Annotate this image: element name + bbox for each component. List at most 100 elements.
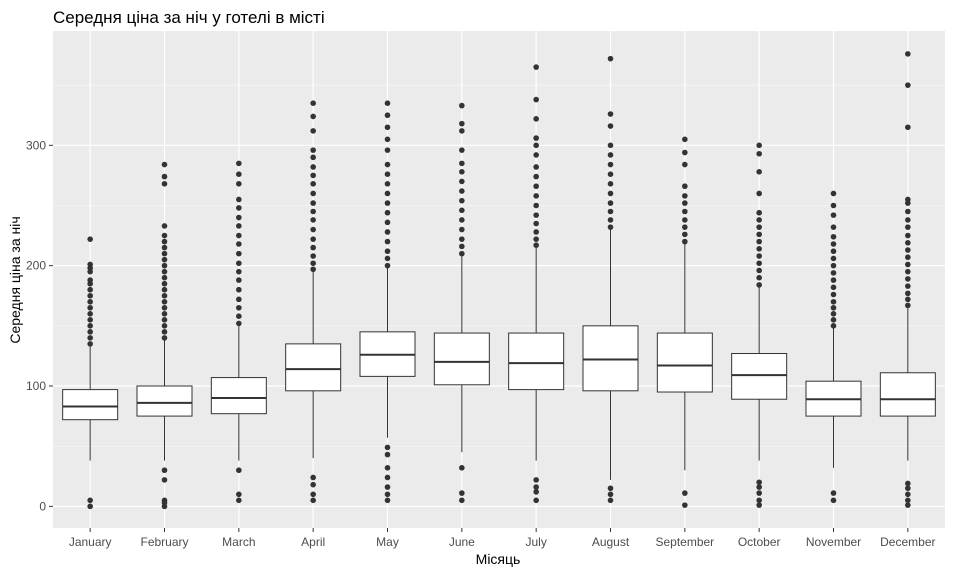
outlier-point bbox=[161, 161, 168, 168]
outlier-point bbox=[607, 224, 614, 230]
outlier-point bbox=[830, 310, 837, 317]
outlier-point bbox=[161, 181, 168, 187]
outlier-point bbox=[459, 160, 465, 167]
outlier-point bbox=[830, 262, 837, 269]
outlier-point bbox=[87, 261, 93, 268]
outlier-point bbox=[905, 302, 911, 309]
outlier-point bbox=[310, 497, 316, 504]
outlier-point bbox=[830, 497, 837, 504]
outlier-point bbox=[533, 96, 539, 103]
box-december bbox=[879, 51, 936, 508]
box-july bbox=[508, 64, 565, 504]
x-tick-label: February bbox=[140, 535, 188, 549]
outlier-point bbox=[533, 116, 539, 122]
outlier-point bbox=[533, 202, 539, 209]
outlier-point bbox=[236, 181, 242, 187]
box-iqr bbox=[731, 353, 788, 400]
outlier-point bbox=[830, 304, 837, 311]
outlier-point bbox=[161, 262, 168, 269]
outlier-point bbox=[607, 55, 614, 62]
outlier-point bbox=[533, 220, 539, 227]
outlier-point bbox=[87, 292, 93, 299]
outlier-point bbox=[161, 232, 168, 239]
outlier-point bbox=[310, 164, 316, 170]
outlier-point bbox=[682, 161, 688, 168]
outlier-point bbox=[459, 250, 465, 257]
outlier-point bbox=[87, 341, 93, 347]
outlier-point bbox=[384, 112, 391, 119]
outlier-point bbox=[533, 164, 539, 170]
outlier-point bbox=[310, 172, 316, 179]
outlier-point bbox=[384, 248, 391, 255]
y-axis-title: Середня ціна за ніч bbox=[7, 216, 23, 343]
x-tick-label: July bbox=[525, 535, 546, 549]
outlier-point bbox=[905, 261, 911, 268]
outlier-point bbox=[756, 217, 762, 223]
outlier-point bbox=[310, 154, 316, 161]
outlier-point bbox=[161, 477, 168, 483]
outlier-point bbox=[459, 243, 465, 250]
outlier-point bbox=[161, 497, 168, 504]
outlier-point bbox=[756, 497, 762, 504]
outlier-point bbox=[161, 268, 168, 275]
x-tick-label: June bbox=[449, 535, 475, 549]
outlier-point bbox=[682, 490, 688, 496]
outlier-point bbox=[607, 497, 614, 504]
outlier-point bbox=[236, 296, 242, 303]
outlier-point bbox=[384, 255, 391, 262]
box-august bbox=[582, 55, 639, 504]
outlier-point bbox=[161, 323, 168, 329]
outlier-point bbox=[682, 149, 688, 156]
outlier-point bbox=[87, 335, 93, 341]
outlier-point bbox=[459, 168, 465, 175]
outlier-point bbox=[236, 497, 242, 504]
outlier-point bbox=[87, 286, 93, 293]
outlier-point bbox=[682, 200, 688, 206]
outlier-point bbox=[310, 147, 316, 153]
x-tick-label: January bbox=[69, 535, 112, 549]
outlier-point bbox=[87, 329, 93, 335]
outlier-point bbox=[905, 497, 911, 504]
outlier-point bbox=[310, 181, 316, 187]
outlier-point bbox=[905, 268, 911, 275]
outlier-point bbox=[310, 200, 316, 206]
y-tick-label: 0 bbox=[39, 499, 46, 513]
outlier-point bbox=[905, 124, 911, 131]
outlier-point bbox=[682, 502, 688, 508]
outlier-point bbox=[905, 290, 911, 297]
box-iqr bbox=[285, 343, 342, 392]
outlier-point bbox=[905, 254, 911, 261]
outlier-point bbox=[756, 484, 762, 490]
outlier-point bbox=[607, 171, 614, 178]
outlier-point bbox=[384, 238, 391, 245]
outlier-point bbox=[607, 111, 614, 117]
outlier-point bbox=[236, 313, 242, 320]
outlier-point bbox=[682, 238, 688, 245]
outlier-point bbox=[756, 274, 762, 281]
outlier-point bbox=[905, 480, 911, 487]
outlier-point bbox=[905, 224, 911, 230]
outlier-point bbox=[459, 207, 465, 214]
outlier-point bbox=[905, 82, 911, 88]
x-tick-label: May bbox=[376, 535, 399, 549]
outlier-point bbox=[384, 171, 391, 178]
outlier-point bbox=[756, 168, 762, 175]
outlier-point bbox=[384, 136, 391, 143]
outlier-point bbox=[830, 277, 837, 283]
outlier-point bbox=[905, 247, 911, 253]
outlier-point bbox=[533, 193, 539, 199]
outlier-point bbox=[161, 173, 168, 180]
outlier-point bbox=[756, 479, 762, 486]
outlier-point bbox=[607, 208, 614, 215]
outlier-point bbox=[236, 491, 242, 498]
outlier-point bbox=[459, 102, 465, 109]
outlier-point bbox=[310, 244, 316, 251]
box-april bbox=[285, 100, 342, 504]
outlier-point bbox=[459, 236, 465, 242]
y-tick-label: 300 bbox=[26, 138, 46, 152]
outlier-point bbox=[756, 209, 762, 216]
outlier-point bbox=[905, 276, 911, 282]
outlier-point bbox=[459, 465, 465, 471]
outlier-point bbox=[682, 183, 688, 190]
box-iqr bbox=[582, 325, 639, 392]
